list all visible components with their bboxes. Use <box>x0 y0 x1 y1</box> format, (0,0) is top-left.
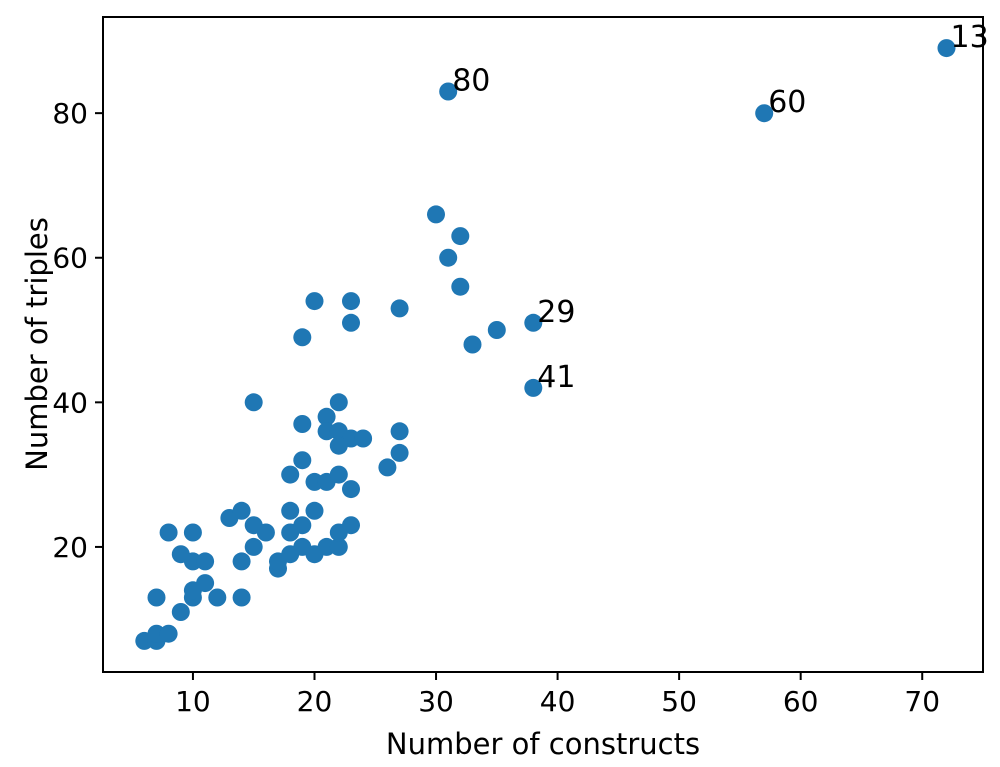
data-point <box>329 436 348 455</box>
x-tick-label: 60 <box>783 685 819 718</box>
data-point <box>463 335 482 354</box>
data-point <box>390 443 409 462</box>
data-point <box>281 465 300 484</box>
data-point <box>196 552 215 571</box>
x-tick-label: 10 <box>175 685 211 718</box>
data-point <box>317 407 336 426</box>
data-point <box>354 429 373 448</box>
plot-border <box>102 16 984 673</box>
data-point <box>937 39 956 58</box>
data-point <box>232 501 251 520</box>
data-point <box>159 523 178 542</box>
point-annotation: 60 <box>768 85 806 120</box>
data-point <box>342 480 360 499</box>
data-point <box>342 292 360 311</box>
data-point <box>232 552 251 571</box>
data-point <box>293 328 312 347</box>
data-point <box>281 501 300 520</box>
point-annotation: 13 <box>951 20 989 55</box>
y-tick-label: 80 <box>52 97 88 130</box>
y-tick-label: 60 <box>52 242 88 275</box>
x-tick-label: 20 <box>297 685 333 718</box>
data-point <box>232 588 251 607</box>
data-point <box>183 523 202 542</box>
data-point <box>427 205 445 224</box>
x-tick-label: 70 <box>904 685 940 718</box>
data-point <box>305 292 324 311</box>
x-tick-label: 50 <box>661 685 697 718</box>
x-tick-label: 40 <box>540 685 576 718</box>
point-annotation: 41 <box>537 360 575 395</box>
point-annotation: 29 <box>537 295 575 330</box>
data-point <box>524 313 543 332</box>
x-tick-label: 30 <box>418 685 454 718</box>
data-point <box>755 104 774 123</box>
data-point <box>329 465 348 484</box>
x-axis-label: Number of constructs <box>385 727 701 761</box>
data-point <box>305 501 324 520</box>
data-point <box>342 516 360 535</box>
data-point <box>487 321 506 339</box>
data-point <box>293 451 312 470</box>
point-annotation: 80 <box>452 64 490 99</box>
data-point <box>244 393 263 412</box>
data-point <box>524 378 543 397</box>
data-point <box>451 227 470 246</box>
data-point <box>451 277 470 296</box>
data-point <box>378 458 397 477</box>
y-tick-label: 20 <box>52 531 88 564</box>
data-point <box>293 516 312 535</box>
data-point <box>196 574 215 593</box>
data-point <box>439 248 458 267</box>
data-point <box>244 537 263 556</box>
data-point <box>329 393 348 412</box>
data-point <box>208 588 227 607</box>
data-point <box>159 624 178 643</box>
y-axis-label: Number of triples <box>20 217 54 471</box>
data-point <box>256 523 275 542</box>
data-point <box>439 82 458 101</box>
data-point <box>147 588 166 607</box>
data-point <box>342 313 360 332</box>
data-point <box>293 415 312 433</box>
data-point <box>329 537 348 556</box>
data-point <box>390 422 409 441</box>
y-tick-label: 40 <box>52 386 88 419</box>
data-point <box>171 603 190 621</box>
data-point <box>390 299 409 318</box>
